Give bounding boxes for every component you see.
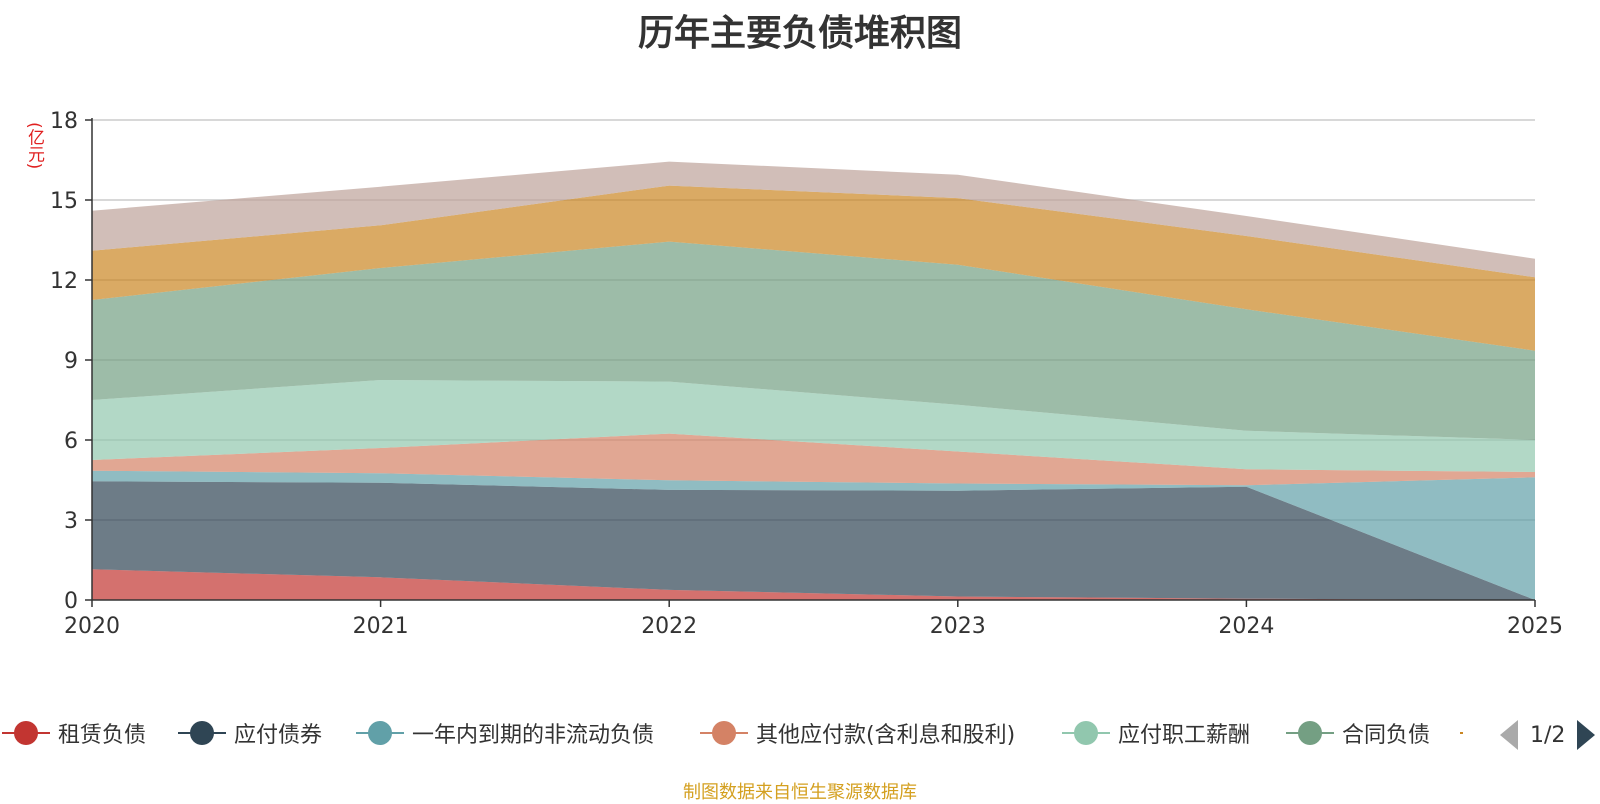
y-tick-label: 6 — [64, 429, 78, 454]
legend-item[interactable]: 租赁负债 — [0, 716, 146, 750]
area-series-7 — [92, 185, 1535, 351]
legend: 租赁负债 应付债券 一年内到期的非流动负债 其他应付款(含利息和股利) 应付职工薪酬 合同… — [0, 716, 1600, 756]
stacked-area-chart: 0 3 6 9 12 15 18 2020 2021 2022 2023 2024 2025 — [50, 109, 1563, 639]
y-axis-unit-label: (亿元) — [24, 122, 44, 170]
x-tick-label: 2020 — [64, 614, 120, 639]
legend-marker-icon — [354, 716, 406, 750]
legend-label: 一年内到期的非流动负债 — [412, 723, 655, 748]
axes: 0 3 6 9 12 15 18 2020 2021 2022 2023 2024 2025 — [50, 109, 1563, 639]
data-source-note: 制图数据来自恒生聚源数据库 — [683, 782, 917, 803]
legend-items: 租赁负债 应付债券 一年内到期的非流动负债 其他应付款(含利息和股利) 应付职工薪酬 合同… — [0, 716, 1463, 756]
area-series-6 — [92, 241, 1535, 440]
y-tick-label: 15 — [50, 189, 78, 214]
y-tick-label: 3 — [64, 509, 78, 534]
area-series-3 — [92, 470, 1535, 600]
legend-label: 租赁负债 — [58, 723, 147, 748]
x-tick-label: 2024 — [1218, 614, 1274, 639]
y-tick-label: 18 — [50, 109, 78, 134]
legend-item[interactable]: 一年内到期的非流动负债 — [354, 716, 654, 750]
legend-label: 应付职工薪酬 — [1118, 723, 1251, 748]
area-series-4 — [92, 433, 1535, 486]
y-tick-label: 0 — [64, 589, 78, 614]
legend-label: 合同负债 — [1342, 723, 1431, 748]
y-tick-label: 12 — [50, 269, 78, 294]
legend-next-page-icon[interactable] — [1577, 720, 1596, 750]
area-series-5 — [92, 380, 1535, 472]
legend-item[interactable]: 应付债券 — [176, 716, 322, 750]
legend-label: 应付债券 — [234, 723, 323, 748]
legend-item[interactable]: 合同负债 — [1284, 716, 1430, 750]
x-tick-label: 2022 — [641, 614, 697, 639]
x-tick-label: 2021 — [353, 614, 409, 639]
area-series-2 — [92, 481, 1535, 600]
legend-label: 其他应付款(含利息和股利) — [756, 723, 1016, 748]
legend-page-indicator: 1/2 — [1530, 722, 1566, 748]
area-series-1 — [92, 569, 1535, 600]
legend-item[interactable]: 应付职工薪酬 — [1060, 716, 1250, 750]
legend-marker-icon — [1060, 716, 1112, 750]
chart-title: 历年主要负债堆积图 — [637, 13, 962, 54]
y-tick-label: 9 — [64, 349, 78, 374]
legend-marker-icon — [698, 716, 750, 750]
legend-item[interactable]: 其他应付款(含利息和股利) — [698, 716, 1015, 750]
legend-prev-page-icon[interactable] — [1500, 720, 1518, 750]
legend-item[interactable]: 应付账款 — [1458, 716, 1463, 750]
legend-pager: 1/2 — [1500, 718, 1596, 752]
x-tick-label: 2023 — [930, 614, 986, 639]
area-series — [92, 161, 1535, 600]
legend-marker-icon — [0, 716, 52, 750]
area-series-8 — [92, 161, 1535, 278]
legend-marker-icon — [176, 716, 228, 750]
legend-marker-icon — [1458, 716, 1463, 750]
legend-marker-icon — [1284, 716, 1336, 750]
x-tick-label: 2025 — [1507, 614, 1563, 639]
